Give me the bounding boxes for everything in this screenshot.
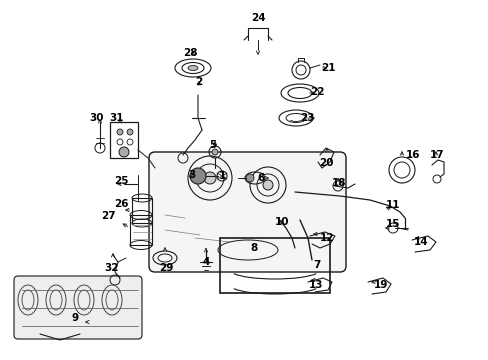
- Text: 4: 4: [202, 257, 209, 267]
- Text: 25: 25: [114, 176, 128, 186]
- Circle shape: [245, 174, 253, 182]
- Text: 12: 12: [319, 233, 334, 243]
- Circle shape: [119, 147, 129, 157]
- Text: 29: 29: [159, 263, 173, 273]
- Text: 17: 17: [429, 150, 444, 160]
- Bar: [110, 122, 138, 158]
- Text: 21: 21: [320, 63, 335, 73]
- Text: 16: 16: [405, 150, 419, 160]
- Text: 7: 7: [313, 260, 320, 270]
- Text: 8: 8: [250, 243, 257, 253]
- Text: 30: 30: [90, 113, 104, 123]
- Text: 3: 3: [188, 170, 195, 180]
- Text: 26: 26: [114, 199, 128, 209]
- Text: 15: 15: [385, 219, 400, 229]
- Text: 13: 13: [308, 280, 323, 290]
- FancyBboxPatch shape: [14, 276, 142, 339]
- Text: 28: 28: [183, 48, 197, 58]
- Circle shape: [263, 180, 272, 190]
- Text: 1: 1: [218, 171, 225, 181]
- Text: 6: 6: [257, 173, 264, 183]
- Text: 31: 31: [109, 113, 124, 123]
- Bar: [220, 238, 329, 293]
- Text: 20: 20: [318, 158, 332, 168]
- Text: 19: 19: [373, 280, 387, 290]
- Ellipse shape: [187, 66, 198, 71]
- Text: 27: 27: [101, 211, 115, 221]
- FancyBboxPatch shape: [149, 152, 346, 272]
- Circle shape: [203, 172, 216, 184]
- Text: 32: 32: [104, 263, 119, 273]
- Circle shape: [127, 129, 133, 135]
- Text: 18: 18: [331, 178, 346, 188]
- Bar: [132, 198, 152, 223]
- Text: 14: 14: [413, 237, 427, 247]
- Text: 5: 5: [209, 140, 216, 150]
- Text: 24: 24: [250, 13, 265, 23]
- Circle shape: [117, 129, 123, 135]
- Circle shape: [190, 168, 205, 184]
- Circle shape: [212, 149, 218, 155]
- Text: 22: 22: [309, 87, 324, 97]
- Text: 23: 23: [299, 113, 314, 123]
- Text: 2: 2: [195, 77, 202, 87]
- Text: 10: 10: [274, 217, 289, 227]
- Text: 9: 9: [71, 313, 79, 323]
- Bar: [130, 215, 152, 245]
- Text: 11: 11: [385, 200, 400, 210]
